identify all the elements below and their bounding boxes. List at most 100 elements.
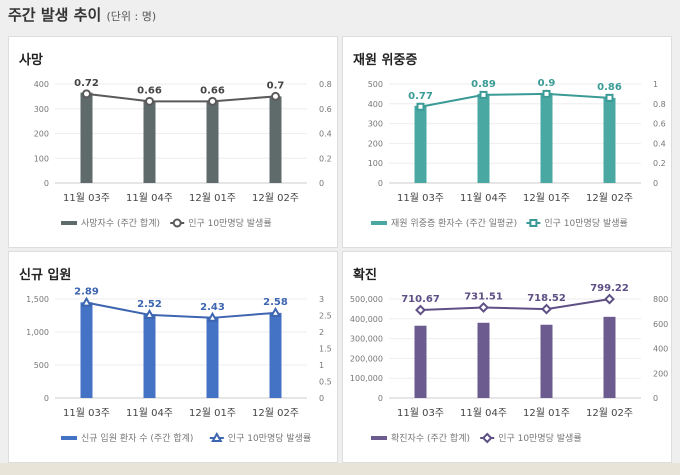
line-marker — [145, 96, 154, 106]
y-tick-right: 0 — [653, 394, 658, 403]
legend-label: 인구 10만명당 발생률 — [498, 433, 581, 444]
data-label: 0.86 — [597, 82, 622, 93]
x-tick: 12월 01주 — [523, 192, 570, 204]
y-tick-right: 0 — [319, 394, 324, 403]
data-label: 799.22 — [590, 283, 629, 294]
y-tick-left: 300,000 — [350, 335, 383, 344]
y-tick-right: 2.5 — [319, 312, 332, 321]
chart-panel-admission: 신규 입원 0 500 1,000 1,500 0 0.5 1 1.5 2 2.5 3 11월 03주 1… — [8, 251, 338, 463]
x-tick: 12월 01주 — [523, 407, 570, 419]
chart-title: 확진 — [353, 268, 377, 283]
data-label: 0.66 — [137, 85, 162, 96]
chart-title: 사망 — [19, 53, 43, 68]
y-tick-right: 0.6 — [319, 105, 332, 114]
y-tick-right: 200 — [653, 369, 668, 378]
line-marker — [541, 303, 552, 315]
data-label: 710.67 — [401, 294, 440, 305]
line-marker — [479, 90, 488, 99]
y-tick-left: 500 — [368, 80, 383, 89]
bar — [206, 101, 219, 183]
x-tick: 12월 02주 — [586, 192, 633, 204]
y-tick-left: 300 — [368, 120, 383, 129]
data-label: 2.52 — [137, 299, 162, 310]
bar — [206, 317, 219, 398]
y-tick-left: 400,000 — [350, 315, 383, 324]
x-tick: 11월 03주 — [63, 192, 110, 204]
bar — [269, 96, 282, 183]
rate-line — [420, 92, 610, 108]
line-marker — [604, 293, 615, 305]
y-tick-left: 1,500 — [26, 295, 49, 304]
chart-title: 재원 위중증 — [353, 53, 418, 68]
y-tick-left: 500 — [34, 361, 49, 370]
bar — [540, 92, 553, 183]
line-marker — [416, 102, 425, 111]
legend-bar-swatch — [371, 221, 387, 225]
line-marker — [542, 89, 551, 98]
chart-panel-severe: 재원 위중증 0 100 200 300 400 500 0 0.2 0.4 0.6 0.8 1 11월 … — [342, 36, 672, 248]
y-tick-left: 200 — [368, 139, 383, 148]
y-tick-right: 0.2 — [319, 154, 332, 163]
bar — [143, 314, 156, 398]
rate-line — [86, 301, 276, 319]
line-marker — [529, 219, 538, 227]
y-tick-left: 0 — [378, 179, 383, 188]
y-tick-right: 0.6 — [653, 120, 666, 129]
y-tick-right: 0.4 — [319, 130, 332, 139]
bar — [80, 92, 93, 183]
bar — [603, 316, 616, 398]
legend-bar-swatch — [61, 436, 77, 440]
legend-bar-swatch — [61, 221, 77, 225]
y-tick-left: 400 — [34, 80, 49, 89]
x-tick: 12월 01주 — [189, 407, 236, 419]
line-marker — [208, 96, 217, 106]
data-label: 0.7 — [267, 80, 285, 91]
data-label: 0.89 — [471, 79, 496, 90]
y-tick-right: 0 — [319, 179, 324, 188]
y-tick-left: 200 — [34, 130, 49, 139]
y-tick-right: 400 — [653, 345, 668, 354]
y-tick-right: 1 — [319, 361, 324, 370]
y-tick-right: 3 — [319, 295, 324, 304]
x-tick: 11월 04주 — [460, 407, 507, 419]
x-tick: 11월 03주 — [63, 407, 110, 419]
chart-svg: 0 100,000 200,000 300,000 400,000 500,000 0 200… — [350, 283, 668, 444]
y-tick-right: 0.8 — [319, 80, 332, 89]
legend-bar-swatch — [371, 436, 387, 440]
y-tick-left: 100 — [368, 159, 383, 168]
line-marker — [478, 302, 489, 313]
data-label: 0.77 — [408, 91, 433, 102]
rate-line — [420, 298, 610, 312]
bar — [477, 93, 490, 183]
rate-line — [86, 92, 276, 103]
y-tick-left: 300 — [34, 105, 49, 114]
y-tick-left: 500,000 — [350, 295, 383, 304]
y-tick-left: 0 — [44, 179, 49, 188]
y-tick-left: 0 — [44, 394, 49, 403]
x-tick: 11월 03주 — [397, 192, 444, 204]
bar — [414, 325, 427, 398]
x-tick: 12월 02주 — [586, 407, 633, 419]
x-tick: 11월 04주 — [460, 192, 507, 204]
y-tick-right: 0 — [653, 179, 658, 188]
bar — [269, 312, 282, 398]
chart-panel-confirmed: 확진 0 100,000 200,000 300,000 400,000 500,000 0 2… — [342, 251, 672, 463]
legend-label: 인구 10만명당 발생률 — [544, 218, 627, 229]
x-tick: 11월 04주 — [126, 192, 173, 204]
y-tick-left: 0 — [378, 394, 383, 403]
line-marker — [172, 218, 182, 228]
line-marker — [206, 311, 219, 322]
y-tick-right: 600 — [653, 320, 668, 329]
y-tick-right: 0.2 — [653, 159, 666, 168]
x-tick: 12월 01주 — [189, 192, 236, 204]
y-tick-left: 100,000 — [350, 374, 383, 383]
line-marker — [211, 431, 223, 442]
legend-label: 신규 입원 환자 수 (주간 합계) — [81, 432, 193, 444]
data-label: 0.9 — [538, 78, 556, 89]
line-marker — [82, 89, 91, 99]
data-label: 731.51 — [464, 291, 503, 302]
y-tick-right: 2 — [319, 328, 324, 337]
legend-label: 인구 10만명당 발생률 — [228, 433, 311, 444]
data-label: 718.52 — [527, 293, 566, 304]
bar — [603, 97, 616, 183]
